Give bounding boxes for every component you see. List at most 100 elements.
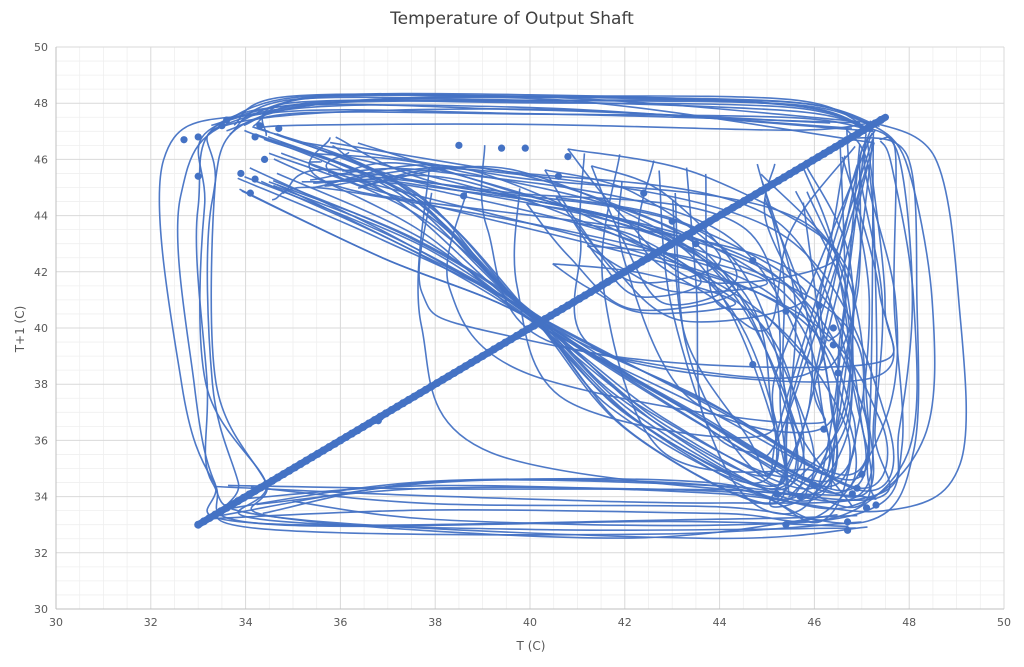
data-point [180, 136, 188, 144]
data-point [194, 172, 202, 180]
x-tick-label: 48 [902, 616, 916, 629]
data-point [554, 172, 563, 180]
y-tick-label: 36 [34, 434, 48, 447]
series-line [217, 140, 918, 521]
series-line [245, 120, 968, 513]
data-point [749, 360, 757, 369]
series-line [617, 133, 867, 434]
series-line [804, 163, 855, 495]
x-tick-label: 38 [428, 616, 442, 629]
y-tick-label: 46 [34, 153, 48, 166]
y-tick-label: 32 [34, 547, 48, 560]
data-point [843, 518, 852, 526]
data-point [251, 133, 259, 141]
series-line [685, 142, 875, 458]
series-line [255, 133, 867, 492]
y-tick-label: 30 [34, 603, 48, 616]
series-line [590, 165, 738, 306]
data-point [194, 133, 202, 141]
data-point [843, 526, 852, 534]
data-point [256, 122, 264, 130]
series-line [233, 93, 869, 130]
series-line [239, 168, 839, 497]
y-tick-label: 34 [34, 491, 48, 504]
data-point [862, 504, 871, 512]
series-line [756, 163, 853, 507]
series-line [417, 131, 877, 500]
series-line [418, 155, 846, 379]
x-tick-label: 34 [239, 616, 253, 629]
data-point [223, 116, 231, 124]
y-tick-label: 40 [34, 322, 48, 335]
series-line [237, 167, 834, 502]
data-point [246, 189, 254, 197]
data-point [853, 484, 861, 492]
data-point [829, 324, 837, 332]
data-point [692, 240, 700, 248]
series-line [227, 129, 891, 502]
series-line [273, 167, 895, 492]
series-line [525, 202, 739, 312]
x-tick-label: 40 [523, 616, 537, 629]
series-line [176, 104, 874, 527]
series-line [256, 122, 936, 510]
series-line [276, 164, 805, 478]
data-point [275, 124, 283, 133]
y-tick-label: 42 [34, 266, 48, 279]
chart-title: Temperature of Output Shaft [389, 9, 634, 29]
x-tick-label: 30 [49, 616, 63, 629]
y-tick-label: 50 [34, 41, 48, 54]
series-line [573, 153, 895, 383]
x-tick-label: 32 [144, 616, 158, 629]
y-tick-label: 48 [34, 97, 48, 110]
x-tick-label: 50 [997, 616, 1011, 629]
series-line [250, 136, 920, 525]
data-point [858, 470, 866, 478]
series-line [776, 166, 851, 500]
series-line [206, 108, 852, 539]
data-point [848, 490, 856, 498]
data-point [218, 122, 226, 130]
data-point [782, 521, 790, 529]
series-line [197, 96, 873, 532]
series-line [272, 179, 780, 485]
data-point [455, 141, 463, 149]
series-line [480, 139, 895, 369]
x-axis-label: T (C) [516, 639, 546, 653]
data-point [796, 493, 804, 501]
series-line [207, 120, 899, 523]
series-line [544, 169, 722, 284]
series-line [763, 147, 847, 342]
data-point [872, 501, 880, 509]
series-line [567, 148, 839, 284]
y-tick-label: 38 [34, 378, 48, 391]
series-line [267, 135, 816, 501]
data-point [749, 256, 757, 265]
series-line [704, 157, 862, 371]
data-point [810, 481, 819, 489]
series-line [513, 132, 873, 439]
x-tick-label: 42 [618, 616, 632, 629]
data-point [251, 175, 259, 183]
data-point [564, 152, 572, 161]
data-point [668, 217, 676, 225]
data-point [237, 169, 245, 178]
data-point [460, 192, 468, 200]
data-point [374, 417, 382, 425]
x-tick-label: 44 [713, 616, 727, 629]
axes: 30 32 34 36 38 40 42 44 46 48 50 30 32 34 36 38 40 42 44 46… [34, 41, 1011, 629]
data-point [820, 425, 828, 433]
y-axis-label: T+1 (C) [13, 306, 27, 354]
x-tick-label: 36 [333, 616, 347, 629]
data-point [497, 144, 506, 152]
data-point [782, 307, 790, 315]
data-point [829, 341, 837, 349]
series-line [268, 152, 799, 491]
data-point [834, 369, 842, 377]
data-point [260, 155, 269, 163]
series-line [273, 158, 871, 481]
series-line [260, 178, 806, 505]
series-temperature [158, 92, 968, 540]
